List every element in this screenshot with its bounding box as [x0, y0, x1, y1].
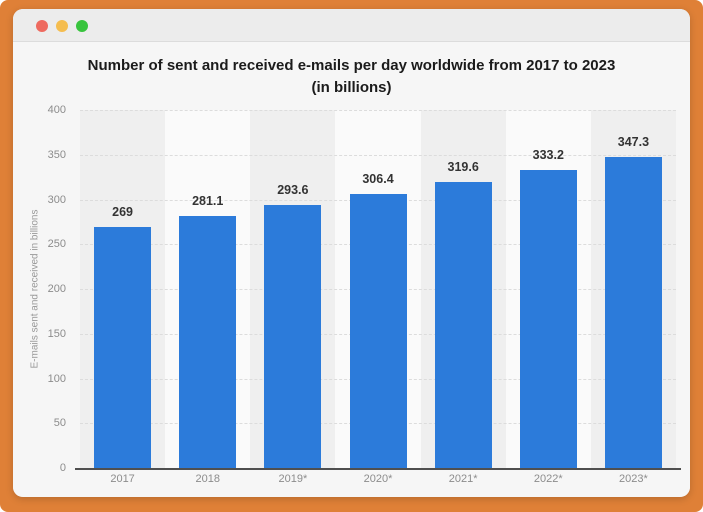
x-axis-tick-label: 2021*: [448, 473, 478, 485]
y-axis-tick-label: 250: [47, 238, 66, 251]
zoom-button-icon[interactable]: [76, 20, 88, 32]
plot-area: 0 50 100 150 200 250 300 350 400 269 281.1 293.6 306…: [13, 42, 690, 496]
y-axis-tick-label: 400: [47, 104, 66, 116]
chart-title: Number of sent and received e-mails per …: [87, 57, 616, 74]
window-content: Number of sent and received e-mails per …: [13, 42, 690, 496]
x-axis-tick-label: 2018: [195, 473, 220, 485]
x-axis-tick-label: 2017: [110, 473, 135, 485]
bar-value-label: 306.4: [362, 171, 394, 186]
y-axis-tick-label: 200: [47, 283, 66, 295]
y-axis-tick-label: 50: [53, 417, 66, 430]
y-axis-tick-label: 0: [59, 462, 66, 474]
bar-value-label: 333.2: [532, 147, 564, 162]
app-window: Number of sent and received e-mails per …: [13, 9, 690, 497]
y-axis-tick-label: 100: [47, 372, 66, 385]
bar-value-label: 269: [112, 205, 133, 220]
gridline: [80, 154, 676, 156]
close-button-icon[interactable]: [36, 20, 48, 32]
gridline: [80, 110, 676, 111]
window-titlebar[interactable]: [13, 9, 690, 42]
y-axis-tick-label: 150: [47, 327, 66, 340]
bar-2017[interactable]: [94, 227, 152, 468]
bar-2018[interactable]: [179, 216, 237, 468]
y-axis-tick-label: 350: [47, 148, 66, 161]
x-axis-tick-label: 2022*: [533, 473, 563, 485]
bar-2019*[interactable]: [264, 205, 322, 468]
x-axis-tick-label: 2019*: [278, 473, 308, 485]
bar-2020*[interactable]: [349, 193, 407, 468]
bar-2023*[interactable]: [604, 157, 662, 468]
x-axis-tick-label: 2023*: [619, 473, 648, 485]
bar-2022*[interactable]: [519, 169, 577, 468]
x-axis-tick-label: 2020*: [363, 473, 393, 485]
chart-subtitle: (in billions): [311, 79, 392, 96]
y-axis-tick-label: 300: [47, 193, 66, 206]
bar-value-label: 293.6: [277, 183, 309, 198]
x-axis-line: [75, 468, 681, 470]
y-axis-title: E-mails sent and received in billions: [29, 209, 41, 369]
bar-value-label: 319.6: [447, 159, 479, 174]
bar-value-label: 281.1: [192, 194, 224, 209]
bar-2021*[interactable]: [434, 181, 492, 468]
minimize-button-icon[interactable]: [56, 20, 68, 32]
bar-value-label: 347.3: [617, 135, 650, 150]
traffic-lights: [36, 20, 88, 32]
chart-title-block: Number of sent and received e-mails per …: [13, 42, 690, 99]
